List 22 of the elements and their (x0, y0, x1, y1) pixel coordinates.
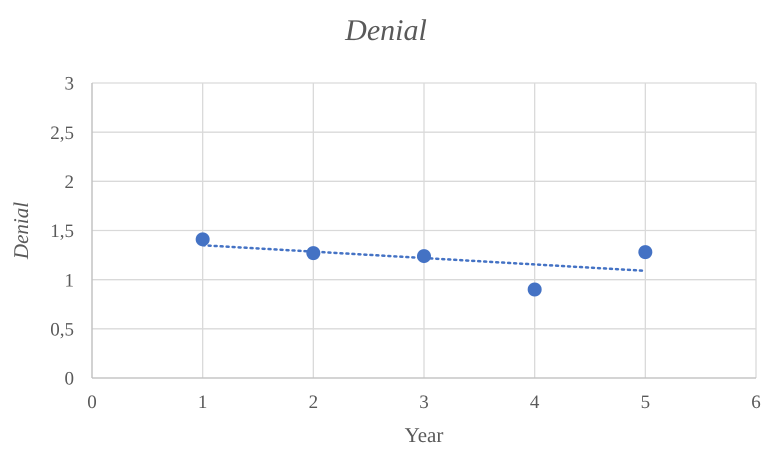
x-tick-label: 2 (308, 392, 318, 413)
y-tick-label: 2,5 (50, 122, 74, 144)
chart-title: Denial (344, 14, 427, 47)
point (528, 282, 542, 296)
y-tick-label: 0 (64, 368, 74, 390)
y-tick-label: 0,5 (50, 319, 74, 340)
y-axis-title: Denial (9, 202, 33, 260)
x-tick-label: 5 (640, 392, 650, 413)
x-tick-label: 6 (751, 392, 761, 413)
point (417, 249, 431, 264)
x-tick-label: 4 (530, 392, 540, 413)
y-tick-label: 1 (64, 270, 74, 292)
x-tick-label: 0 (87, 392, 97, 413)
x-tick-label: 3 (419, 392, 429, 413)
x-axis-title: Year (404, 423, 444, 447)
x-tick-label: 1 (198, 392, 208, 413)
point (638, 245, 652, 260)
point (306, 246, 320, 260)
point (196, 232, 210, 246)
y-tick-label: 1,5 (50, 221, 74, 242)
y-tick-label: 3 (64, 74, 74, 95)
y-tick-label: 2 (64, 172, 74, 193)
